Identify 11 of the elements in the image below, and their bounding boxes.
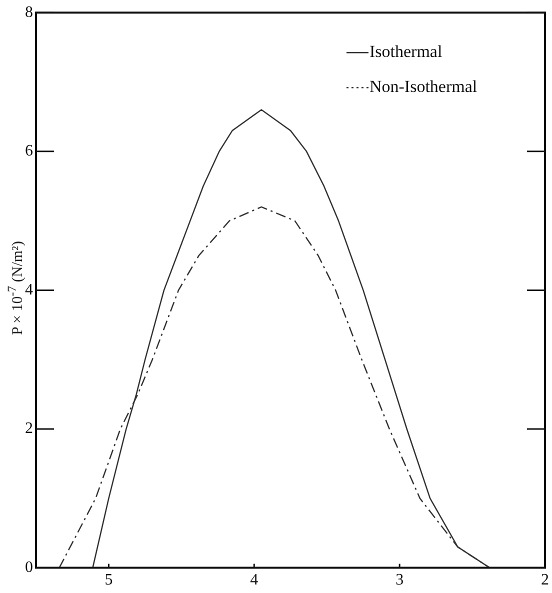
y-tick-label: 8 (25, 4, 33, 21)
legend-label: Isothermal (369, 42, 442, 62)
legend-label: Non-Isothermal (369, 77, 478, 96)
y-tick-label: 6 (25, 142, 33, 160)
y-tick-label: 0 (25, 559, 33, 576)
y-tick-label: 4 (25, 281, 33, 298)
x-tick-label: 2 (541, 572, 549, 589)
x-tick-label: 5 (104, 572, 113, 589)
x-tick-label: 3 (396, 572, 404, 589)
x-tick-label: 4 (250, 572, 258, 589)
y-tick-label: 2 (25, 420, 33, 438)
